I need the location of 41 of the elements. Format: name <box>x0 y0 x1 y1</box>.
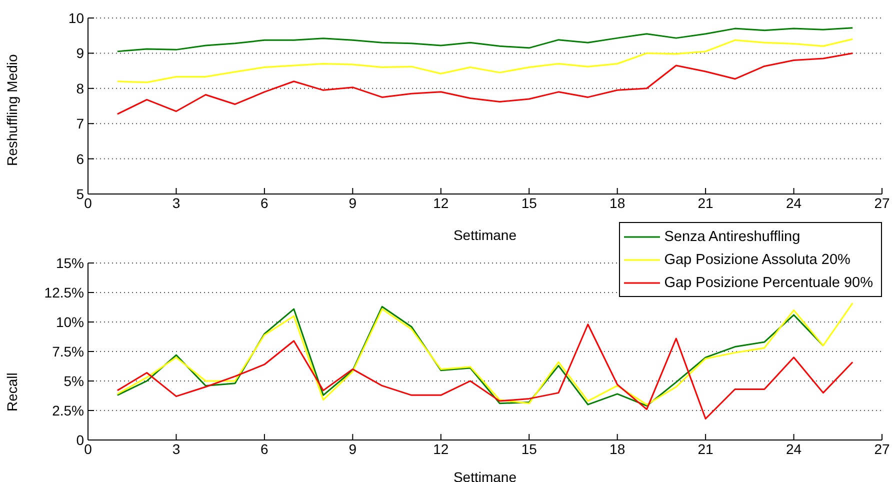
y-tick-label: 10% <box>56 314 84 330</box>
y-tick-label: 5% <box>64 372 84 389</box>
x-tick-label: 6 <box>260 440 269 457</box>
x-tick-label: 27 <box>874 194 890 211</box>
x-tick-label: 12 <box>433 440 449 457</box>
x-tick-label: 15 <box>521 440 538 457</box>
y-tick-label: 5 <box>76 186 84 202</box>
x-tick-label: 6 <box>260 194 269 211</box>
legend-label: Gap Posizione Percentuale 90% <box>664 274 873 290</box>
y-tick-label: 10 <box>68 10 84 26</box>
legend-label: Gap Posizione Assoluta 20% <box>664 252 850 268</box>
line-series <box>116 27 854 52</box>
y-tick-label: 8 <box>76 80 84 96</box>
line-series <box>116 52 854 115</box>
y-tick-label: 9 <box>76 45 84 62</box>
x-axis-title: Settimane <box>453 469 517 482</box>
x-tick-label: 9 <box>348 440 357 457</box>
x-axis-title: Settimane <box>453 227 517 243</box>
y-tick-label: 7.5% <box>52 343 84 360</box>
y-axis-title: Recall <box>4 372 20 412</box>
y-tick-label: 6 <box>76 150 84 167</box>
x-tick-label: 3 <box>172 194 180 211</box>
x-tick-label: 24 <box>786 194 802 211</box>
x-tick-label: 9 <box>348 194 357 211</box>
x-tick-label: 15 <box>521 194 538 211</box>
x-tick-label: 27 <box>874 440 890 457</box>
y-tick-label: 2.5% <box>52 402 84 418</box>
line-series <box>116 324 854 420</box>
y-tick-label: 15% <box>56 254 84 271</box>
x-tick-label: 18 <box>610 194 626 211</box>
x-tick-label: 3 <box>172 440 180 457</box>
x-tick-label: 18 <box>610 440 626 457</box>
x-tick-label: 21 <box>698 194 714 211</box>
x-tick-label: 24 <box>786 440 802 457</box>
line-series <box>116 38 854 84</box>
y-tick-label: 12.5% <box>44 284 84 300</box>
y-axis-title: Reshuffling Medio <box>4 54 20 166</box>
x-tick-label: 21 <box>698 440 714 457</box>
y-tick-label: 7 <box>76 116 84 132</box>
legend-label: Senza Antireshuffling <box>664 228 800 244</box>
x-tick-label: 12 <box>433 194 449 211</box>
